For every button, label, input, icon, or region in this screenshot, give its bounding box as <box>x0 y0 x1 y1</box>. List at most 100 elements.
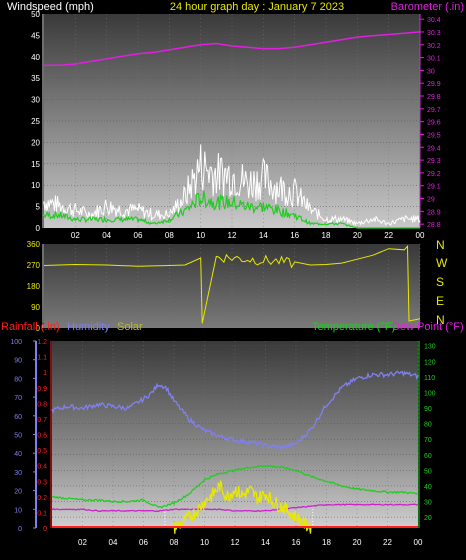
climate-panel <box>52 341 418 528</box>
barometer-y-tick-label: 28.9 <box>427 209 441 216</box>
barometer-series-line <box>44 31 421 67</box>
humidity-y-tick-label: 80 <box>14 376 22 383</box>
wind-y-tick-label: 45 <box>31 31 40 40</box>
climate-x-tick-label: 20 <box>353 538 362 547</box>
wind-y-tick-label: 5 <box>36 203 41 212</box>
wind-direction-series-line <box>43 245 421 324</box>
barometer-y-tick-label: 29.2 <box>427 171 441 178</box>
barometer-y-tick-label: 29.4 <box>427 145 441 152</box>
barometer-y-tick-label: 30.4 <box>427 17 441 24</box>
climate-x-tick-label: 02 <box>78 538 87 547</box>
direction-y-tick-label: 270 <box>27 261 41 270</box>
humidity-series-line <box>51 370 419 452</box>
wind-y-tick-label: 0 <box>36 224 41 233</box>
rain-y-tick-label: 1.1 <box>37 355 47 362</box>
wind-average-series-line <box>43 190 420 229</box>
wind-y-tick-label: 40 <box>31 53 40 62</box>
climate-x-tick-label: 00 <box>414 538 423 547</box>
rain-y-tick-label: 0.8 <box>37 401 47 408</box>
wind-x-tick-label: 20 <box>353 231 362 240</box>
barometer-y-tick-label: 30.1 <box>427 56 441 63</box>
barometer-y-tick-label: 30.2 <box>427 43 441 50</box>
wind-y-tick-label: 10 <box>31 181 40 190</box>
humidity-y-tick-label: 60 <box>14 414 22 421</box>
barometer-y-tick-label: 29.1 <box>427 184 441 191</box>
direction-y-tick-label: 360 <box>27 240 41 249</box>
windspeed-axis-label: Windspeed (mph) <box>7 1 94 13</box>
climate-x-tick-label: 12 <box>231 538 240 547</box>
rain-y-tick-label: 1 <box>43 370 47 377</box>
wind-gust-series-line <box>43 144 421 227</box>
direction-panel <box>44 244 420 328</box>
rain-y-tick-label: 0.9 <box>37 386 47 393</box>
rain-y-tick-label: 1.2 <box>37 339 47 346</box>
barometer-y-tick-label: 29.9 <box>427 81 441 88</box>
temperature-y-tick-label: 70 <box>424 437 432 444</box>
direction-y-tick-label: 180 <box>27 282 41 291</box>
wind-x-tick-label: 16 <box>290 231 299 240</box>
climate-x-tick-label: 22 <box>383 538 392 547</box>
compass-n-top: N <box>436 238 445 252</box>
wind-y-tick-label: 15 <box>31 160 40 169</box>
temperature-series-line <box>51 464 419 509</box>
wind-x-tick-label: 04 <box>102 231 111 240</box>
compass-e: E <box>436 294 444 308</box>
rainfall-axis-label: Rainfall (.in) <box>1 321 60 333</box>
rain-y-tick-label: 0.2 <box>37 495 47 502</box>
wind-y-tick-label: 20 <box>31 138 40 147</box>
barometer-y-tick-label: 29 <box>427 197 435 204</box>
wind-y-tick-label: 25 <box>31 117 40 126</box>
temperature-y-tick-label: 30 <box>424 500 432 507</box>
temperature-axis-label: Temperature (°F) <box>312 321 395 333</box>
rain-y-tick-label: 0.7 <box>37 417 47 424</box>
rain-y-tick-label: 0.1 <box>37 510 47 517</box>
barometer-y-tick-label: 29.5 <box>427 132 441 139</box>
rain-y-tick-label: 0.3 <box>37 479 47 486</box>
climate-x-tick-label: 04 <box>109 538 118 547</box>
solar-legend-label: Solar <box>117 321 143 333</box>
direction-y-tick-label: 90 <box>31 303 40 312</box>
wind-x-tick-label: 18 <box>322 231 331 240</box>
wind-x-tick-label: 22 <box>384 231 393 240</box>
humidity-y-tick-label: 10 <box>14 507 22 514</box>
rain-y-tick-label: 0.5 <box>37 448 47 455</box>
dewpoint-series-line <box>51 503 419 512</box>
temperature-y-tick-label: 40 <box>424 484 432 491</box>
barometer-y-tick-label: 29.7 <box>427 107 441 114</box>
wind-x-tick-label: 00 <box>416 231 425 240</box>
barometer-y-tick-label: 30 <box>427 68 435 75</box>
barometer-y-tick-label: 29.8 <box>427 94 441 101</box>
climate-x-tick-label: 16 <box>292 538 301 547</box>
compass-s: S <box>436 275 444 289</box>
wind-x-tick-label: 06 <box>134 231 143 240</box>
temperature-y-tick-label: 130 <box>424 344 436 351</box>
humidity-y-tick-label: 20 <box>14 489 22 496</box>
wind-y-tick-label: 30 <box>31 96 40 105</box>
wind-x-tick-label: 08 <box>165 231 174 240</box>
wind-x-tick-label: 10 <box>196 231 205 240</box>
temperature-y-tick-label: 100 <box>424 390 436 397</box>
climate-x-tick-label: 18 <box>322 538 331 547</box>
barometer-axis-label: Barometer (.in) <box>391 1 464 13</box>
humidity-y-tick-label: 100 <box>10 339 22 346</box>
temperature-y-tick-label: 120 <box>424 359 436 366</box>
temperature-y-tick-label: 20 <box>424 515 432 522</box>
solar-series-line <box>173 480 312 534</box>
humidity-y-tick-label: 0 <box>18 526 22 533</box>
humidity-y-tick-label: 40 <box>14 451 22 458</box>
temperature-y-tick-label: 50 <box>424 468 432 475</box>
humidity-axis-label: Humidity <box>67 321 110 333</box>
rain-y-tick-label: 0.6 <box>37 433 47 440</box>
climate-x-tick-label: 08 <box>170 538 179 547</box>
temperature-y-tick-label: 80 <box>424 422 432 429</box>
barometer-y-tick-label: 28.8 <box>427 222 441 229</box>
wind-x-tick-label: 14 <box>259 231 268 240</box>
temperature-y-tick-label: 90 <box>424 406 432 413</box>
wind-y-tick-label: 50 <box>31 10 40 19</box>
direction-y-tick-label: 0 <box>36 324 41 333</box>
temperature-y-tick-label: 110 <box>424 375 435 382</box>
humidity-y-tick-label: 70 <box>14 395 22 402</box>
climate-x-tick-label: 14 <box>261 538 270 547</box>
